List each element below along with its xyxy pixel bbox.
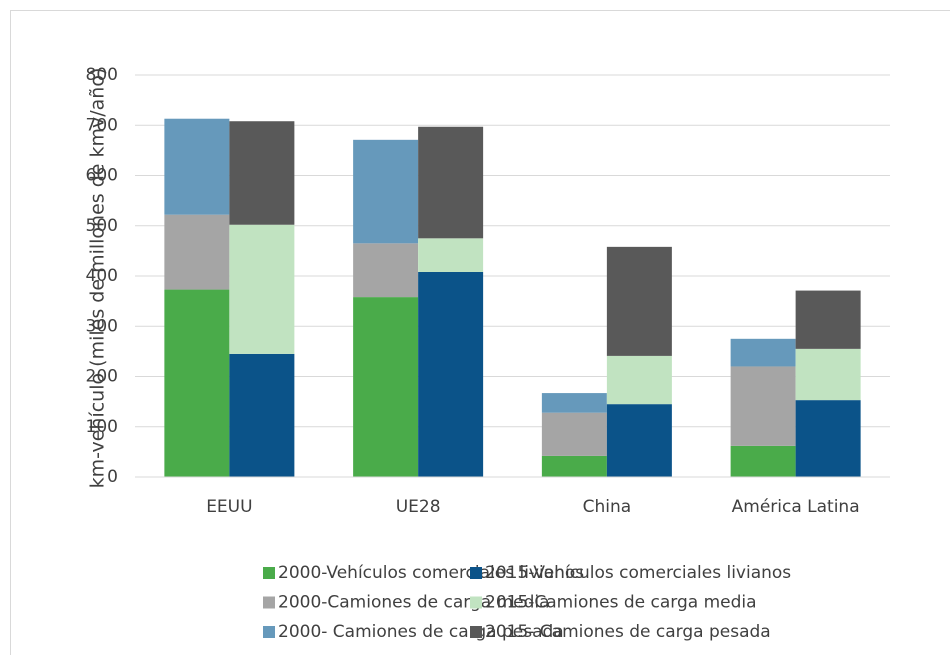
bar-segment [731,366,796,445]
bar-segment [607,356,672,404]
bar-segment [164,119,229,215]
y-tick-label: 500 [86,216,118,236]
bar-segment [796,400,861,477]
y-tick-label: 300 [86,316,118,336]
bar-segment [418,127,483,239]
bar-segment [164,290,229,477]
bar-segment [731,446,796,477]
bar-segment [796,349,861,400]
legend-swatch [263,626,275,638]
x-tick-label: UE28 [396,497,441,517]
bar-segment [418,238,483,272]
bar-segment [418,272,483,477]
bar-segment [607,247,672,356]
y-tick-label: 400 [86,266,118,286]
legend-label: 2015- Camiones de carga pesada [485,622,771,642]
x-tick-label: EEUU [206,497,252,517]
bar-segment [607,404,672,477]
bar-segment [353,243,418,297]
x-tick-label: China [583,497,632,517]
bar-segment [542,413,607,456]
y-tick-label: 800 [86,65,118,85]
bar-segment [542,393,607,413]
y-tick-label: 100 [86,417,118,437]
bar-segment [229,121,294,225]
legend-label: 2015-Vehículos comerciales livianos [485,563,791,583]
bar-segment [542,456,607,477]
legend-swatch [470,567,482,579]
legend-swatch [263,567,275,579]
bar-segment [353,297,418,477]
legend-swatch [263,597,275,609]
bar-segment [353,140,418,244]
bar-segment [796,291,861,349]
y-tick-label: 700 [86,115,118,135]
y-tick-label: 600 [86,166,118,186]
y-tick-label: 0 [107,467,118,487]
bar-segment [229,225,294,354]
bar-segment [229,354,294,477]
bar-segment [164,215,229,290]
x-tick-label: América Latina [732,497,860,517]
legend-swatch [470,597,482,609]
legend-label: 2015-Camiones de carga media [485,593,757,613]
legend-swatch [470,626,482,638]
y-tick-label: 200 [86,367,118,387]
bar-segment [731,339,796,367]
